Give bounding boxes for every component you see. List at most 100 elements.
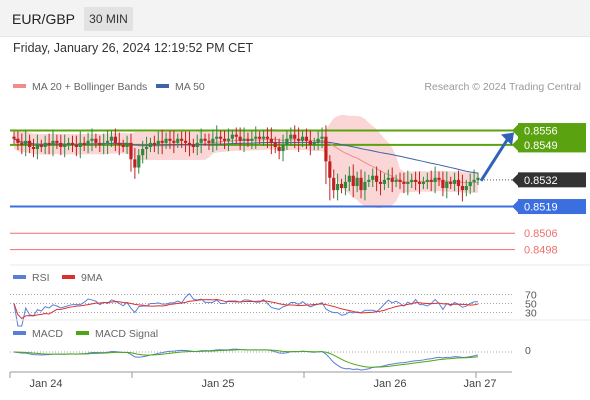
candle <box>464 179 468 197</box>
level-label: 0.8498 <box>524 245 558 257</box>
level-label: 0.8519 <box>524 202 558 214</box>
candle-body <box>183 140 188 143</box>
candle <box>351 164 355 198</box>
candle-body <box>129 142 133 160</box>
candle-body <box>390 177 394 182</box>
candle-body <box>421 181 426 184</box>
rsi-tick-label: 30 <box>525 308 537 320</box>
legend-label-9ma: 9MA <box>81 272 103 284</box>
candle-body <box>211 138 215 143</box>
candle <box>215 125 219 151</box>
level-label-pointer <box>512 200 518 213</box>
candle-body <box>74 144 78 147</box>
legend-label-rsi: RSI <box>32 272 50 284</box>
candle-body <box>425 179 429 182</box>
candle-body <box>261 136 266 139</box>
timeframe-button[interactable]: 30 MIN <box>84 7 133 31</box>
candle-body <box>222 138 227 141</box>
candle-body <box>254 136 258 139</box>
candle <box>222 130 227 150</box>
candle <box>476 172 480 185</box>
candle-body <box>456 179 461 186</box>
macd-tick-label: 0 <box>525 345 531 357</box>
candle <box>437 171 441 186</box>
candle <box>86 132 90 154</box>
candle-body <box>281 144 285 152</box>
macd-legend: MACD MACD Signal <box>13 328 158 340</box>
candle-body <box>324 136 328 162</box>
macd-line <box>13 348 479 371</box>
candle-body <box>117 142 121 145</box>
candle <box>254 126 258 150</box>
main-legend: MA 20 + Bollinger Bands MA 50 <box>13 81 205 93</box>
candle <box>66 137 71 151</box>
candle <box>234 127 238 144</box>
level-lines <box>10 129 515 251</box>
candle-body <box>351 175 355 186</box>
candle-body <box>437 177 441 180</box>
candle-body <box>144 146 149 150</box>
legend-swatch-9ma <box>62 275 75 279</box>
candle-body <box>375 175 379 182</box>
candle <box>258 131 262 144</box>
candle-body <box>363 181 367 191</box>
candle-body <box>199 138 203 143</box>
candle-body <box>207 140 211 143</box>
level-label: 0.8549 <box>524 140 558 152</box>
candle <box>355 171 359 193</box>
candle-body <box>238 136 242 141</box>
candle-body <box>378 181 383 184</box>
candle-body <box>316 138 320 143</box>
candle-body <box>43 142 47 147</box>
candle-body <box>168 138 172 141</box>
candle <box>265 127 270 148</box>
candle <box>63 134 67 158</box>
candles <box>12 125 480 202</box>
rsi-9ma-line <box>13 298 479 320</box>
candle <box>211 129 215 153</box>
candle <box>74 135 78 157</box>
candle <box>472 169 476 193</box>
candle-body <box>94 138 98 143</box>
candle-body <box>265 136 270 139</box>
level-label-pointer <box>512 124 518 137</box>
candle-body <box>86 140 90 145</box>
candle <box>277 138 281 160</box>
candle-body <box>113 136 117 143</box>
candle <box>363 171 367 201</box>
candle <box>281 134 285 162</box>
macd-signal-line <box>13 349 479 368</box>
candle-body <box>31 146 36 150</box>
candle <box>51 129 55 157</box>
candle <box>390 167 394 193</box>
rsi-legend: RSI 9MA <box>13 272 103 284</box>
candle <box>343 174 348 196</box>
candle-body <box>476 177 480 180</box>
candle-body <box>242 138 246 141</box>
arrow-head <box>501 132 514 146</box>
candle-body <box>27 140 32 147</box>
candle-body <box>66 142 71 145</box>
candle <box>406 170 410 196</box>
candle <box>312 137 316 151</box>
candle-body <box>164 138 168 143</box>
candle-body <box>402 181 406 184</box>
candle-body <box>250 138 254 141</box>
candle <box>250 130 254 150</box>
candle-body <box>90 138 94 141</box>
candle <box>336 173 340 201</box>
candle-body <box>70 142 75 145</box>
candle-body <box>367 179 371 182</box>
candle <box>187 131 192 157</box>
candle-body <box>382 179 387 184</box>
candle-body <box>460 186 465 191</box>
legend-label-macd-signal: MACD Signal <box>95 328 158 340</box>
candle-body <box>152 142 156 145</box>
candle-body <box>273 142 277 147</box>
candle <box>12 131 16 144</box>
ma50-line <box>13 138 479 174</box>
macd-plot: 0 <box>10 345 531 371</box>
candle-body <box>414 179 418 182</box>
candle <box>20 133 24 155</box>
